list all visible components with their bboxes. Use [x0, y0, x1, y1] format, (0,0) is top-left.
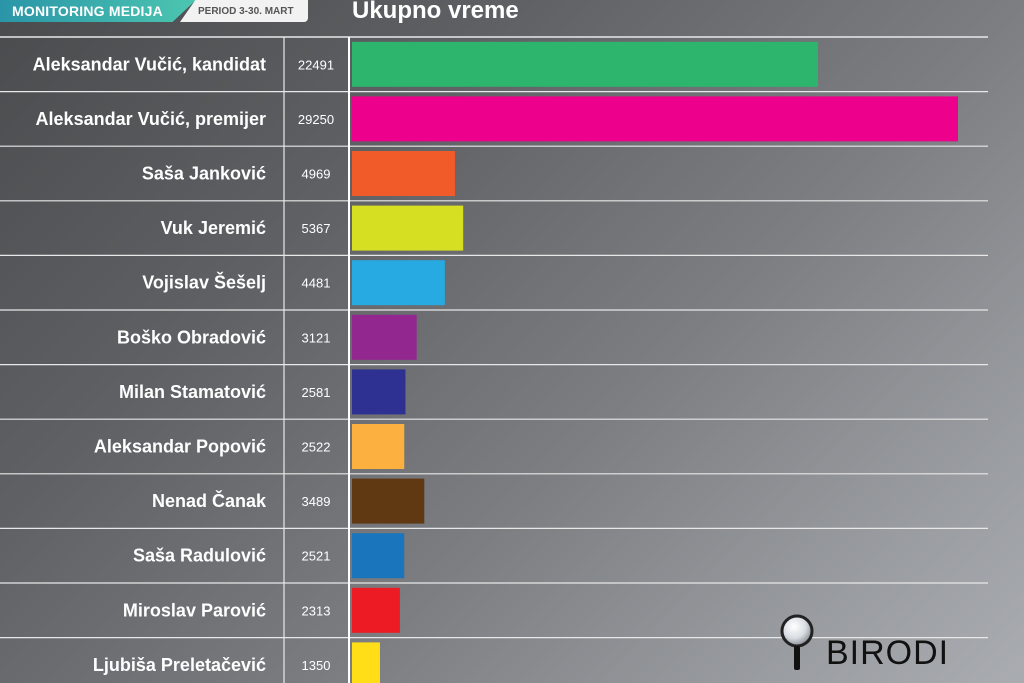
bar	[352, 41, 818, 87]
category-label: Milan Stamatović	[119, 382, 266, 402]
category-label: Boško Obradović	[117, 327, 266, 347]
bar	[352, 96, 958, 142]
bar	[352, 260, 445, 306]
bar	[352, 642, 380, 683]
value-label: 1350	[302, 658, 331, 673]
value-label: 2522	[302, 440, 331, 455]
badge-period: PERIOD 3-30. MART	[180, 0, 308, 22]
bar	[352, 205, 464, 251]
category-label: Aleksandar Vučić, premijer	[36, 109, 266, 129]
category-label: Miroslav Parović	[123, 600, 266, 620]
value-label: 5367	[302, 221, 331, 236]
bar	[352, 369, 406, 415]
birodi-logo: BIRODI	[778, 612, 968, 672]
value-label: 4969	[302, 167, 331, 182]
category-label: Nenad Čanak	[152, 490, 267, 511]
category-label: Ljubiša Preletačević	[93, 655, 266, 675]
chart-title: Ukupno vreme	[352, 0, 519, 24]
magnifier-icon	[780, 614, 814, 670]
value-label: 2313	[302, 603, 331, 618]
value-label: 3121	[302, 330, 331, 345]
category-label: Vuk Jeremić	[161, 218, 266, 238]
value-label: 22491	[298, 57, 334, 72]
category-label: Saša Janković	[142, 164, 266, 184]
bar	[352, 478, 425, 524]
category-label: Aleksandar Vučić, kandidat	[33, 54, 266, 74]
value-label: 3489	[302, 494, 331, 509]
category-label: Saša Radulović	[133, 546, 266, 566]
bar	[352, 151, 455, 196]
category-label: Vojislav Šešelj	[142, 272, 266, 293]
header-badge: MONITORING MEDIJA PERIOD 3-30. MART	[0, 0, 308, 22]
bar	[352, 533, 405, 579]
value-label: 2581	[302, 385, 331, 400]
value-label: 29250	[298, 112, 334, 127]
bar	[352, 314, 417, 360]
category-label: Aleksandar Popović	[94, 437, 266, 457]
value-label: 4481	[302, 276, 331, 291]
value-label: 2521	[302, 549, 331, 564]
badge-title: MONITORING MEDIJA	[0, 0, 196, 22]
bar	[352, 587, 400, 633]
logo-text: BIRODI	[826, 634, 950, 672]
bar	[352, 424, 405, 469]
